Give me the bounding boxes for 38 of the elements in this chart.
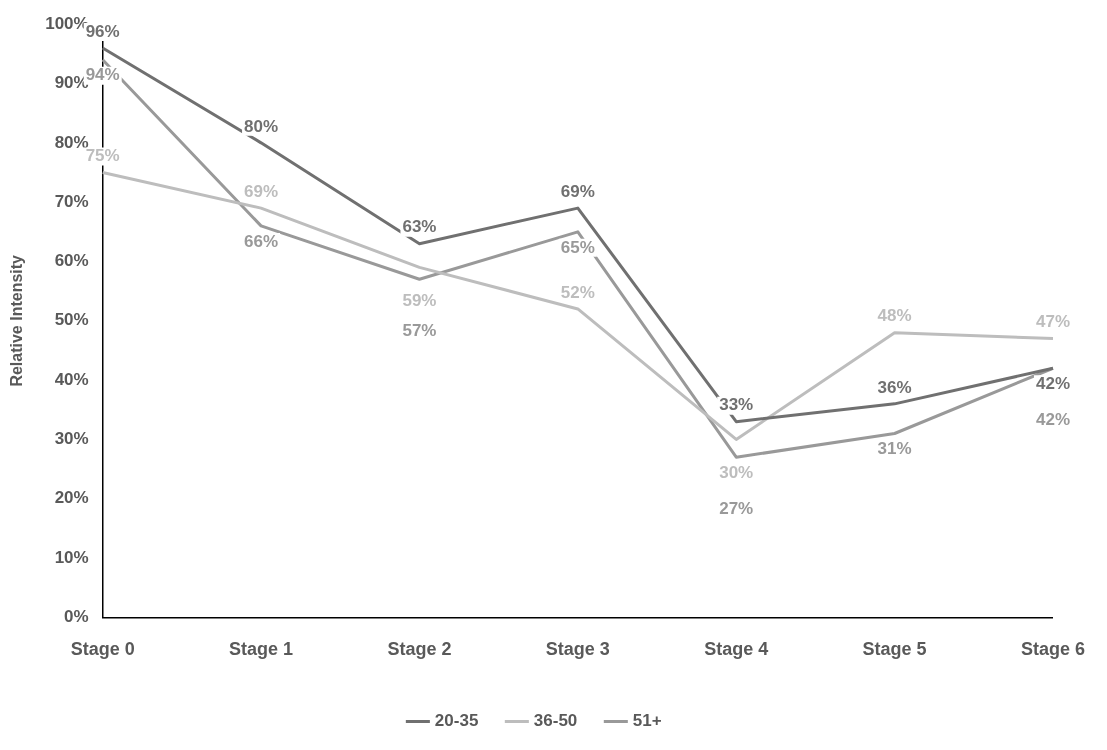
x-tick-label: Stage 4 [704, 639, 769, 660]
text: 66% [244, 231, 279, 251]
y-tick-label: 50% [54, 310, 89, 330]
text: 31% [877, 439, 912, 459]
text: 59% [402, 291, 437, 311]
legend-label: 36-50 [533, 711, 578, 731]
y-tick-label: 0% [64, 607, 89, 627]
x-tick-label: Stage 2 [387, 639, 452, 660]
x-tick-label: Stage 3 [545, 639, 610, 660]
text: 52% [560, 282, 595, 302]
y-tick-label: 10% [54, 547, 89, 567]
y-axis-title: Relative Intensity [8, 254, 26, 387]
y-tick-label: 40% [54, 369, 89, 389]
text: 80% [244, 116, 279, 136]
text: 94% [85, 65, 120, 85]
text: 69% [560, 181, 595, 201]
x-tick-label: Stage 5 [862, 639, 927, 660]
text: 57% [402, 320, 437, 340]
text: 69% [244, 181, 279, 201]
text: 48% [877, 306, 912, 326]
text: 30% [719, 463, 754, 483]
y-tick-label: 20% [54, 488, 89, 508]
y-tick-label: 70% [54, 191, 89, 211]
x-tick-label: Stage 6 [1020, 639, 1085, 660]
x-tick-label: Stage 0 [70, 639, 135, 660]
legend-label: 51+ [632, 711, 662, 731]
legend-label: 20-35 [434, 711, 479, 731]
text: 36% [877, 377, 912, 397]
text: 65% [560, 237, 595, 257]
y-tick-label: 60% [54, 251, 89, 271]
text: 33% [719, 395, 754, 415]
text: 27% [719, 498, 754, 518]
text: 47% [1035, 312, 1070, 332]
text: 42% [1035, 373, 1070, 393]
x-tick-label: Stage 1 [229, 639, 294, 660]
text: 42% [1035, 409, 1070, 429]
y-tick-label: 30% [54, 429, 89, 449]
text: 63% [402, 217, 437, 237]
